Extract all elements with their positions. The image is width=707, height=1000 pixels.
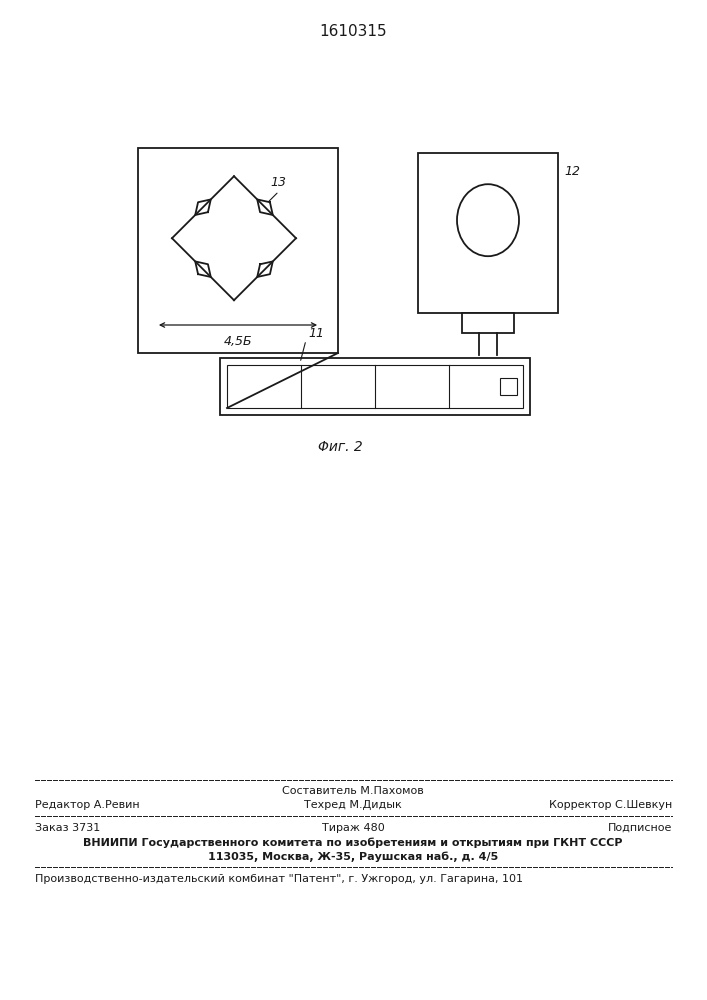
Bar [418,153,558,313]
Text: ВНИИПИ Государственного комитета по изобретениям и открытиям при ГКНТ СССР: ВНИИПИ Государственного комитета по изоб… [83,837,623,848]
Text: 4,5Б: 4,5Б [223,335,252,348]
Text: 12: 12 [564,165,580,178]
Bar [227,365,523,408]
Text: Составитель М.Пахомов: Составитель М.Пахомов [282,786,424,796]
Bar [138,148,338,353]
Text: 1610315: 1610315 [319,24,387,39]
Text: Производственно-издательский комбинат "Патент", г. Ужгород, ул. Гагарина, 101: Производственно-издательский комбинат "П… [35,874,523,884]
Bar [220,358,530,415]
Text: Корректор С.Шевкун: Корректор С.Шевкун [549,800,672,810]
Text: Редактор А.Ревин: Редактор А.Ревин [35,800,139,810]
Text: Техред М.Дидык: Техред М.Дидык [304,800,402,810]
Text: Тираж 480: Тираж 480 [322,823,385,833]
Text: 11: 11 [308,327,324,340]
Text: 113035, Москва, Ж-35, Раушская наб., д. 4/5: 113035, Москва, Ж-35, Раушская наб., д. … [208,851,498,861]
Bar [462,313,514,333]
Text: 13: 13 [270,176,286,189]
Text: Подписное: Подписное [607,823,672,833]
Text: Заказ 3731: Заказ 3731 [35,823,100,833]
Bar [500,378,517,395]
Text: Φиг. 2: Φиг. 2 [317,440,363,454]
